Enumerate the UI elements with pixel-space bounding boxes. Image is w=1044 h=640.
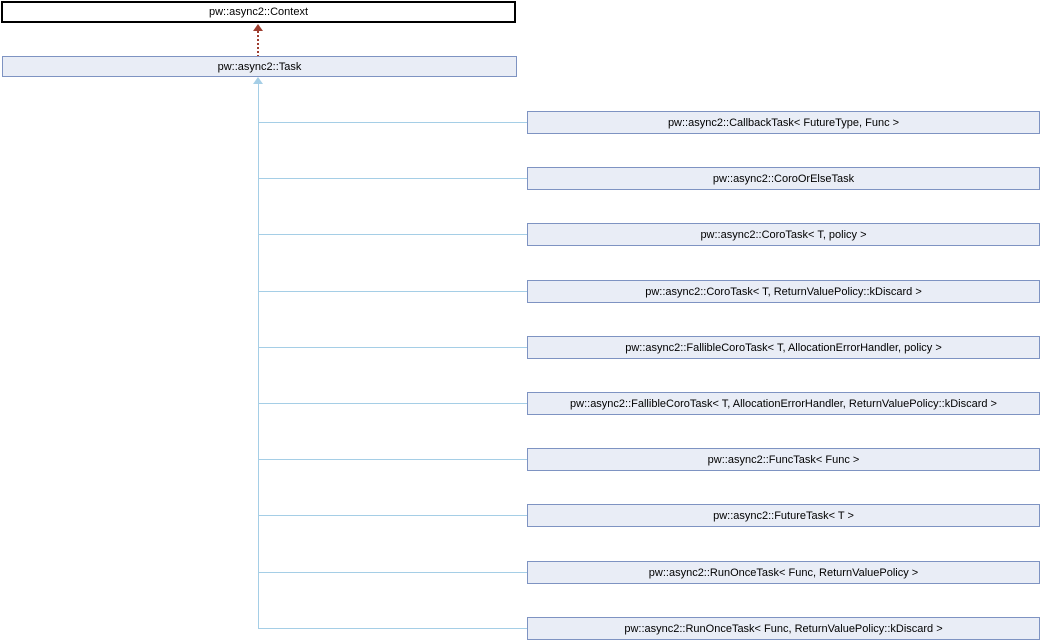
inheritance-trunk-line [258,84,259,628]
class-node-run-once-task-kdiscard[interactable]: pw::async2::RunOnceTask< Func, ReturnVal… [527,617,1040,640]
class-node-coro-or-else-task[interactable]: pw::async2::CoroOrElseTask [527,167,1040,190]
inheritance-branch-line [258,122,527,123]
class-node-coro-task-policy[interactable]: pw::async2::CoroTask< T, policy > [527,223,1040,246]
inheritance-branch-line [258,403,527,404]
inheritance-branch-line [258,628,527,629]
inheritance-branch-line [258,178,527,179]
dependency-edge [257,31,259,56]
class-node-future-task[interactable]: pw::async2::FutureTask< T > [527,504,1040,527]
inheritance-branch-line [258,515,527,516]
inheritance-branch-line [258,459,527,460]
inheritance-branch-line [258,572,527,573]
class-node-task[interactable]: pw::async2::Task [2,56,517,77]
inheritance-branch-line [258,234,527,235]
class-node-fallible-coro-task-kdiscard[interactable]: pw::async2::FallibleCoroTask< T, Allocat… [527,392,1040,415]
inheritance-branch-line [258,291,527,292]
class-node-callback-task[interactable]: pw::async2::CallbackTask< FutureType, Fu… [527,111,1040,134]
class-node-run-once-task-policy[interactable]: pw::async2::RunOnceTask< Func, ReturnVal… [527,561,1040,584]
class-node-func-task[interactable]: pw::async2::FuncTask< Func > [527,448,1040,471]
class-node-fallible-coro-task-policy[interactable]: pw::async2::FallibleCoroTask< T, Allocat… [527,336,1040,359]
inheritance-branch-line [258,347,527,348]
class-node-coro-task-kdiscard[interactable]: pw::async2::CoroTask< T, ReturnValuePoli… [527,280,1040,303]
inheritance-arrowhead-icon [253,77,263,84]
class-node-context[interactable]: pw::async2::Context [1,1,516,23]
dependency-arrowhead-icon [253,24,263,31]
